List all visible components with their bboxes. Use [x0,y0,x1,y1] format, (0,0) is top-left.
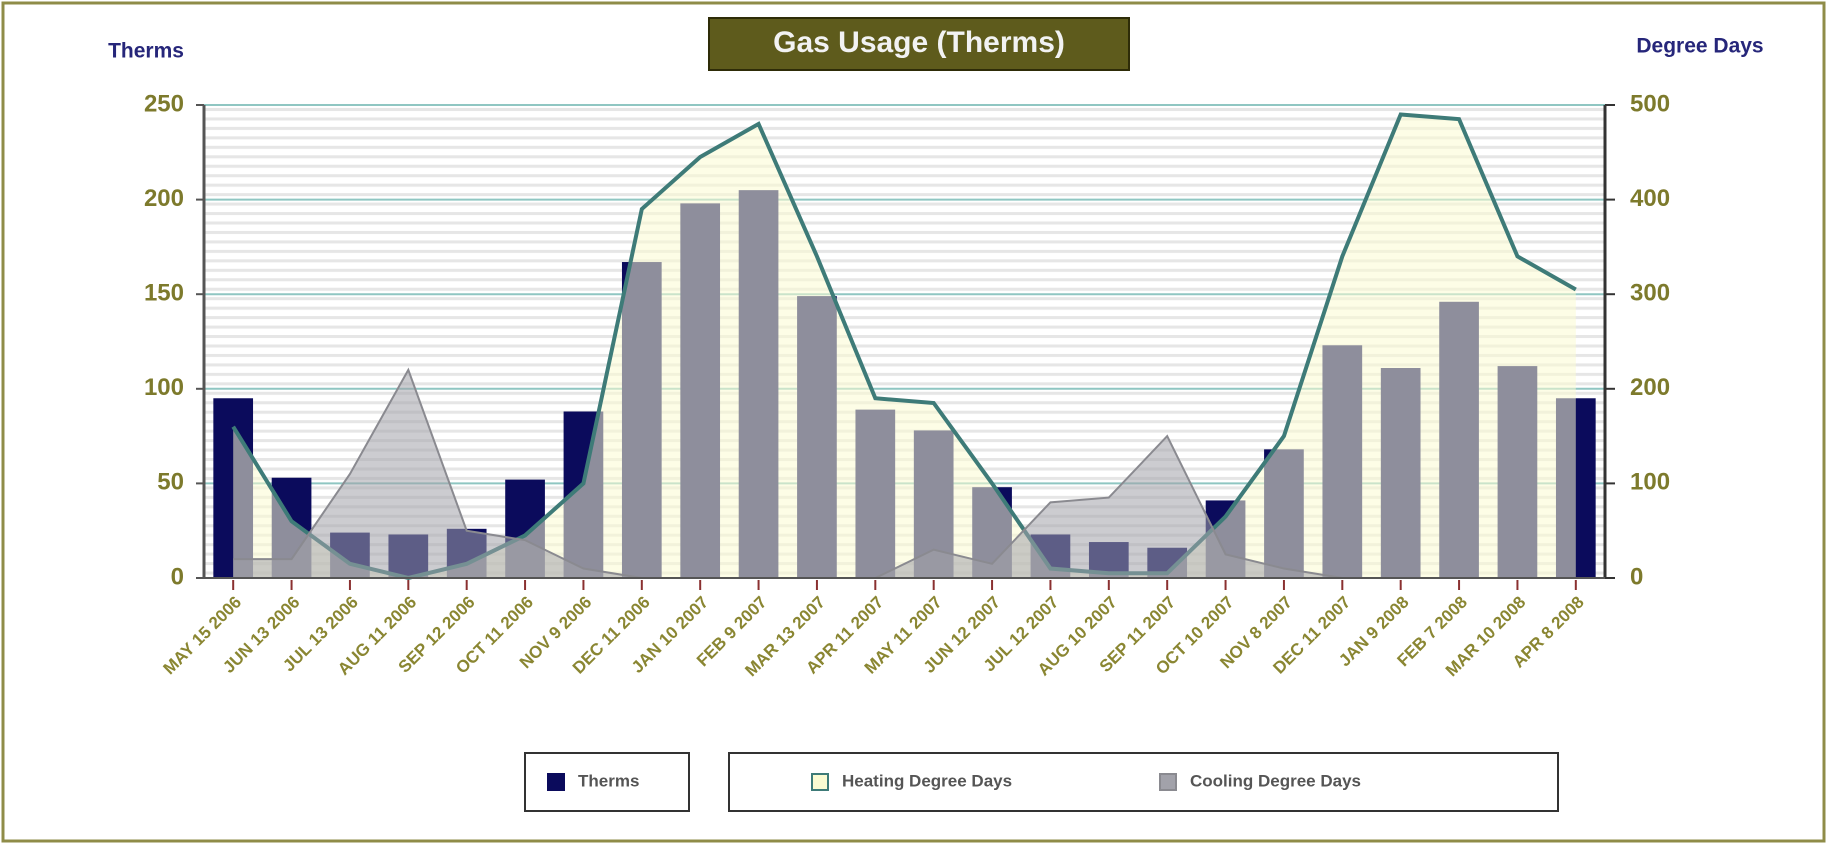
y2-tick-label: 0 [1630,563,1643,590]
legend-swatch [547,773,565,791]
y-tick-label: 50 [157,469,184,496]
legend-label: Heating Degree Days [842,771,1012,790]
legend-box [728,752,1559,812]
area [233,114,1576,579]
area [233,369,1576,578]
chart-title: Gas Usage (Therms) [773,26,1065,59]
y-tick-label: 100 [144,374,184,401]
y-tick-label: 150 [144,280,184,307]
y2-tick-label: 200 [1630,374,1670,401]
legend-swatch [811,773,829,791]
y-axis-title: Therms [108,40,184,63]
title-box [708,17,1130,71]
y2-tick-label: 100 [1630,469,1670,496]
y-tick-label: 250 [144,90,184,117]
y2-axis-title: Degree Days [1636,35,1763,58]
y2-tick-label: 300 [1630,280,1670,307]
legend: Therms Heating Degree Days Cooling Degree … [524,752,1559,812]
legend-swatch [1159,773,1177,791]
y2-tick-label: 400 [1630,185,1670,212]
legend-label: Therms [578,771,639,790]
y2-tick-label: 500 [1630,90,1670,117]
y-tick-label: 0 [171,563,184,590]
legend-label: Cooling Degree Days [1190,771,1361,790]
y-tick-label: 200 [144,185,184,212]
